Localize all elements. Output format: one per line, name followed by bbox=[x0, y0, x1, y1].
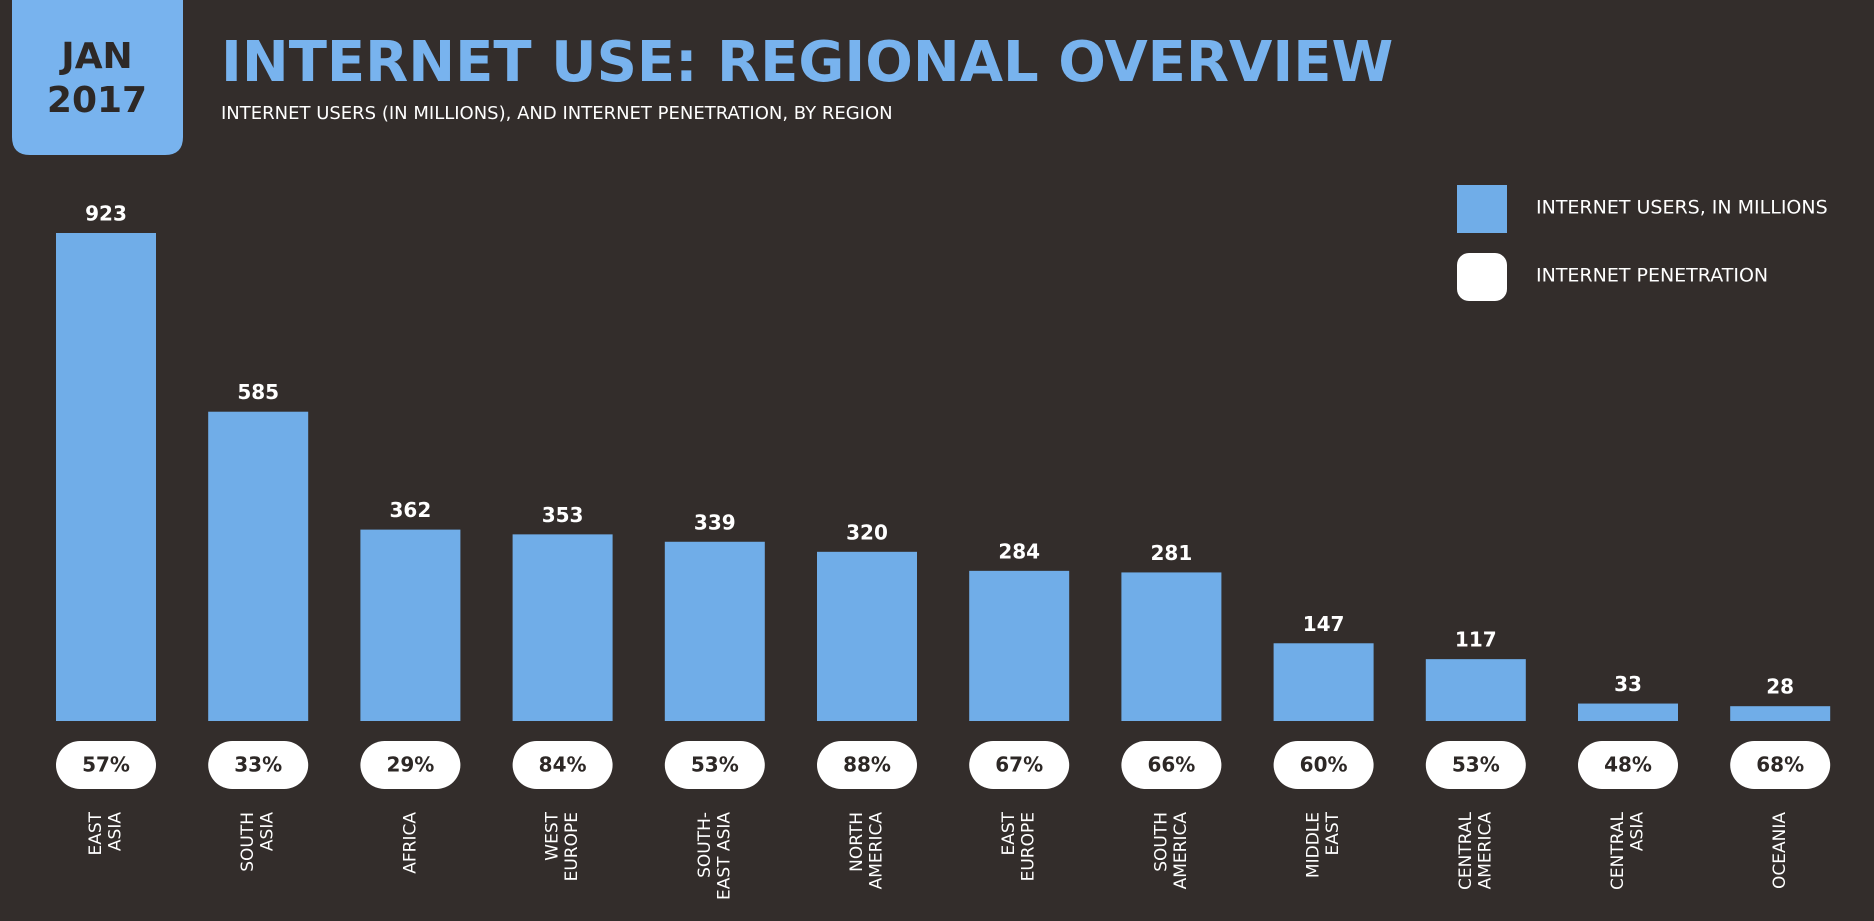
bar-value-label: 320 bbox=[846, 520, 888, 544]
penetration-pill bbox=[1578, 741, 1678, 789]
bar bbox=[1273, 643, 1374, 721]
bar-value-label: 147 bbox=[1303, 612, 1345, 636]
bar bbox=[1578, 703, 1678, 721]
bar-value-label: 585 bbox=[237, 380, 279, 404]
bar bbox=[1730, 706, 1831, 721]
bar bbox=[1121, 572, 1222, 721]
badge-month: JAN bbox=[58, 36, 132, 77]
chart-subtitle: INTERNET USERS (IN MILLIONS), AND INTERN… bbox=[221, 103, 893, 124]
penetration-label: 29% bbox=[386, 753, 434, 777]
bar-value-label: 28 bbox=[1766, 675, 1794, 699]
bar-value-label: 281 bbox=[1151, 541, 1193, 565]
penetration-label: 53% bbox=[1452, 753, 1500, 777]
penetration-label: 60% bbox=[1300, 753, 1348, 777]
bar bbox=[512, 534, 613, 721]
bar-value-label: 923 bbox=[85, 202, 127, 226]
penetration-label: 67% bbox=[995, 753, 1043, 777]
penetration-label: 53% bbox=[691, 753, 739, 777]
bar-value-label: 117 bbox=[1455, 628, 1497, 652]
x-tick-label: EASTASIA bbox=[86, 811, 126, 855]
penetration-label: 48% bbox=[1604, 753, 1652, 777]
x-tick-label: MIDDLEEAST bbox=[1304, 811, 1344, 878]
penetration-pill bbox=[1121, 741, 1222, 789]
penetration-pill bbox=[1730, 741, 1831, 789]
penetration-pill bbox=[208, 741, 309, 789]
penetration-label: 88% bbox=[843, 753, 891, 777]
legend-swatch bbox=[1457, 185, 1507, 233]
badge-year: 2017 bbox=[47, 80, 147, 121]
bar bbox=[56, 233, 156, 721]
legend-swatch bbox=[1457, 253, 1507, 301]
penetration-pill bbox=[512, 741, 613, 789]
legend-label: INTERNET USERS, IN MILLIONS bbox=[1536, 197, 1828, 219]
penetration-pill bbox=[1425, 741, 1526, 789]
penetration-label: 57% bbox=[82, 753, 130, 777]
penetration-pill bbox=[664, 741, 765, 789]
bar bbox=[208, 411, 309, 721]
x-tick-label: CENTRALASIA bbox=[1608, 811, 1648, 889]
bar-value-label: 353 bbox=[542, 503, 584, 527]
penetration-label: 33% bbox=[234, 753, 282, 777]
legend-label: INTERNET PENETRATION bbox=[1536, 265, 1768, 287]
bar-value-label: 33 bbox=[1614, 672, 1642, 696]
x-tick-label: SOUTHASIA bbox=[238, 812, 278, 872]
bar-value-label: 339 bbox=[694, 510, 736, 534]
penetration-pill bbox=[360, 741, 461, 789]
penetration-pill bbox=[56, 741, 156, 789]
date-badge bbox=[12, 0, 183, 155]
x-tick-label: OCEANIA bbox=[1770, 812, 1790, 889]
x-tick-label: SOUTH-EAST ASIA bbox=[695, 812, 735, 900]
penetration-label: 66% bbox=[1147, 753, 1195, 777]
bar bbox=[969, 570, 1070, 721]
penetration-label: 68% bbox=[1756, 753, 1804, 777]
x-tick-label: CENTRALAMERICA bbox=[1456, 811, 1496, 889]
x-tick-label: EASTEUROPE bbox=[999, 811, 1039, 881]
x-tick-label: SOUTHAMERICA bbox=[1151, 812, 1191, 890]
bar-value-label: 362 bbox=[390, 498, 432, 522]
penetration-pill bbox=[817, 741, 917, 789]
bar bbox=[664, 541, 765, 721]
penetration-pill bbox=[969, 741, 1070, 789]
bar bbox=[817, 551, 917, 721]
chart-title: INTERNET USE: REGIONAL OVERVIEW bbox=[221, 30, 1393, 95]
bar bbox=[1425, 659, 1526, 721]
bar-value-label: 284 bbox=[998, 539, 1040, 563]
penetration-label: 84% bbox=[539, 753, 587, 777]
x-tick-label: WESTEUROPE bbox=[543, 811, 583, 881]
x-tick-label: NORTHAMERICA bbox=[847, 812, 887, 890]
x-tick-label: AFRICA bbox=[400, 812, 420, 874]
penetration-pill bbox=[1273, 741, 1374, 789]
bar bbox=[360, 529, 461, 721]
